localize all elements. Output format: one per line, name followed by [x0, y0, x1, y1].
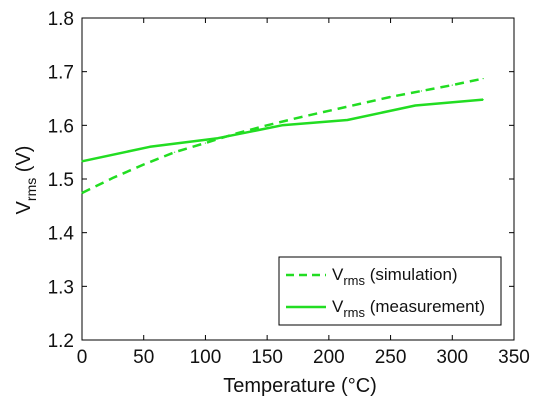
data-point — [451, 84, 453, 86]
series-line-measurement — [81, 98, 484, 163]
data-point — [81, 160, 83, 162]
y-axis-label-main: V — [13, 200, 35, 214]
x-tick-label: 0 — [77, 347, 88, 368]
y-tick-label: 1.3 — [48, 277, 74, 298]
data-point — [420, 90, 423, 92]
data-point — [414, 104, 416, 107]
data-point — [81, 192, 83, 194]
legend-entry-measurement: Vrms (measurement) — [332, 297, 485, 320]
data-point — [266, 124, 268, 126]
data-point — [328, 110, 330, 112]
y-tick-label: 1.7 — [48, 63, 74, 84]
x-tick-label: 150 — [251, 347, 283, 368]
x-tick-label: 200 — [313, 347, 345, 368]
data-point — [346, 119, 348, 121]
x-tick-label: 50 — [133, 347, 154, 368]
data-point — [217, 137, 219, 139]
y-axis-label-subscript: rms — [23, 178, 39, 201]
x-tick-label: 250 — [375, 347, 407, 368]
data-point — [482, 78, 484, 80]
series-layer — [81, 77, 484, 195]
x-tick-label: 100 — [190, 347, 222, 368]
series-line-simulation — [81, 77, 484, 195]
y-tick-label: 1.4 — [48, 224, 75, 245]
data-point — [359, 103, 361, 105]
y-tick-label: 1.6 — [48, 116, 74, 137]
x-tick-label: 350 — [498, 347, 530, 368]
y-tick-label: 1.5 — [48, 170, 74, 191]
y-axis-label-unit: (V) — [13, 146, 35, 178]
data-point — [297, 117, 299, 119]
data-point — [281, 124, 283, 126]
data-point — [143, 163, 145, 166]
x-axis-label: Temperature (°C) — [223, 375, 377, 397]
legend-entry-simulation: Vrms (simulation) — [332, 265, 458, 288]
x-axis-ticks: 0 50 100 150 200 250 300 350 — [77, 18, 530, 368]
x-tick-label: 300 — [436, 347, 468, 368]
data-point — [173, 151, 176, 153]
y-tick-label: 1.2 — [48, 331, 74, 352]
y-axis-label: Vrms (V) — [13, 146, 39, 215]
data-point — [112, 177, 114, 179]
legend-box — [278, 256, 502, 326]
y-tick-label: 1.8 — [48, 9, 74, 30]
y-axis-ticks: 1.2 1.3 1.4 1.5 1.6 1.7 1.8 — [48, 9, 514, 352]
data-point — [204, 142, 207, 144]
data-point — [482, 98, 484, 101]
data-point — [389, 96, 392, 98]
data-point — [149, 146, 151, 148]
legend: Vrms (simulation) Vrms (measurement) — [278, 256, 502, 326]
